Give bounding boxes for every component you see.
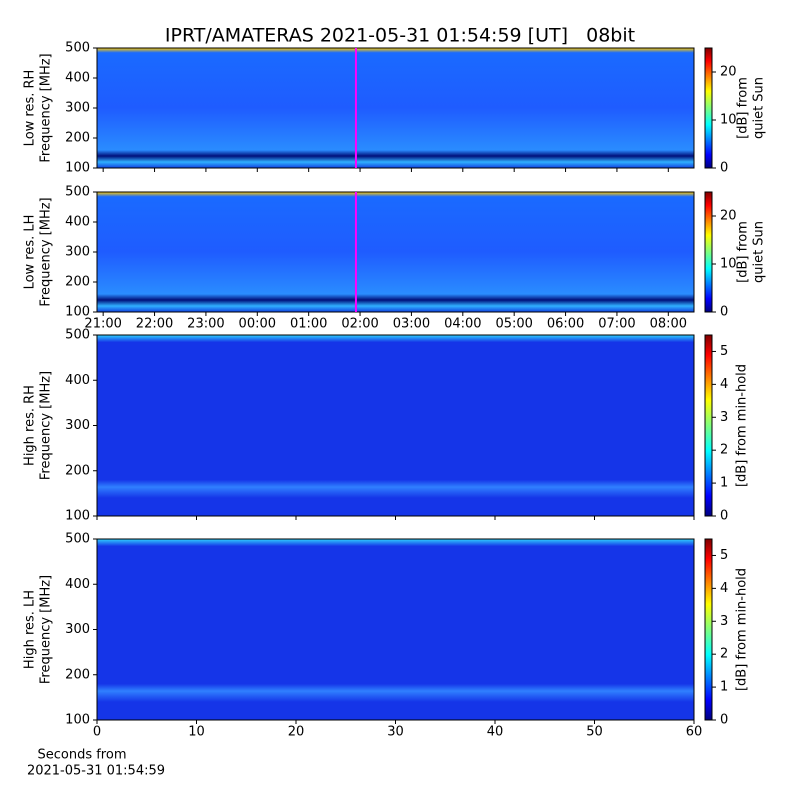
x-tick-label: 30 [387,725,404,740]
x-tick-label: 22:00 [136,317,173,332]
y-tick-label: 500 [65,185,90,200]
y-axis-label: High res. LH [23,590,38,669]
y-tick-label: 400 [65,373,90,388]
y-axis-label: Frequency [MHz] [39,197,54,306]
y-tick-label: 200 [65,275,90,290]
x-tick-label: 20 [288,725,305,740]
y-tick-label: 300 [65,622,90,637]
x-tick-label: 60 [686,725,703,740]
spectrogram [97,335,694,516]
x-tick-label: 01:00 [290,317,327,332]
colorbar-tick-label: 5 [720,344,728,359]
colorbar-label: [dB] from [736,77,751,139]
title: IPRT/AMATERAS 2021-05-31 01:54:59 [UT] 0… [165,25,635,47]
x-tick-label: 21:00 [84,317,121,332]
y-tick-label: 400 [65,577,90,592]
colorbar-tick-label: 4 [720,377,728,392]
y-tick-label: 500 [65,532,90,547]
colorbar-tick-label: 10 [720,257,737,272]
y-tick-label: 200 [65,463,90,478]
spectrogram [97,48,694,168]
x-tick-label: 04:00 [444,317,481,332]
y-axis-label: Frequency [MHz] [39,575,54,684]
y-axis-label: Low res. RH [23,70,38,147]
y-tick-label: 400 [65,71,90,86]
colorbar-label: quiet Sun [752,77,767,139]
colorbar-tick-label: 20 [720,65,737,80]
y-tick-label: 300 [65,101,90,116]
colorbar-tick-label: 5 [720,548,728,563]
colorbar-tick-label: 0 [720,509,728,524]
colorbar-tick-label: 4 [720,581,728,596]
colorbar-tick-label: 3 [720,410,728,425]
colorbar-label: quiet Sun [752,221,767,283]
x-tick-label: 23:00 [187,317,224,332]
y-tick-label: 300 [65,418,90,433]
colorbar [704,538,713,721]
colorbar-tick-label: 20 [720,209,737,224]
colorbar [704,334,713,517]
x-tick-label: 07:00 [598,317,635,332]
x-tick-label: 50 [586,725,603,740]
y-axis-label: Low res. LH [23,215,38,290]
colorbar-tick-label: 2 [720,443,728,458]
y-axis-label: Frequency [MHz] [39,371,54,480]
colorbar [704,191,713,313]
y-tick-label: 200 [65,667,90,682]
x-axis-label: 2021-05-31 01:54:59 [27,764,165,779]
x-tick-label: 00:00 [239,317,276,332]
y-tick-label: 300 [65,245,90,260]
x-tick-label: 40 [487,725,504,740]
colorbar-tick-label: 0 [720,161,728,176]
y-tick-label: 200 [65,131,90,146]
y-tick-label: 100 [65,161,90,176]
y-tick-label: 500 [65,41,90,56]
colorbar-label: [dB] from [736,221,751,283]
spectrogram [97,192,694,312]
x-tick-label: 06:00 [547,317,584,332]
y-axis-label: High res. RH [23,385,38,466]
colorbar-label: [dB] from min-hold [735,364,750,487]
colorbar-tick-label: 1 [720,680,728,695]
y-tick-label: 400 [65,215,90,230]
y-tick-label: 100 [65,713,90,728]
y-axis-label: Frequency [MHz] [39,53,54,162]
colorbar-tick-label: 10 [720,113,737,128]
x-tick-label: 05:00 [495,317,532,332]
y-tick-label: 100 [65,509,90,524]
colorbar [704,47,713,169]
y-tick-label: 500 [65,328,90,343]
colorbar-tick-label: 2 [720,647,728,662]
colorbar-tick-label: 0 [720,713,728,728]
x-tick-label: 02:00 [341,317,378,332]
x-tick-label: 0 [93,725,101,740]
y-tick-label: 100 [65,305,90,320]
x-tick-label: 08:00 [650,317,687,332]
spectrogram [97,539,694,720]
x-axis-label: Seconds from [37,748,126,763]
colorbar-tick-label: 3 [720,614,728,629]
x-tick-label: 10 [188,725,205,740]
x-tick-label: 03:00 [393,317,430,332]
colorbar-label: [dB] from min-hold [735,568,750,691]
colorbar-tick-label: 0 [720,305,728,320]
colorbar-tick-label: 1 [720,476,728,491]
